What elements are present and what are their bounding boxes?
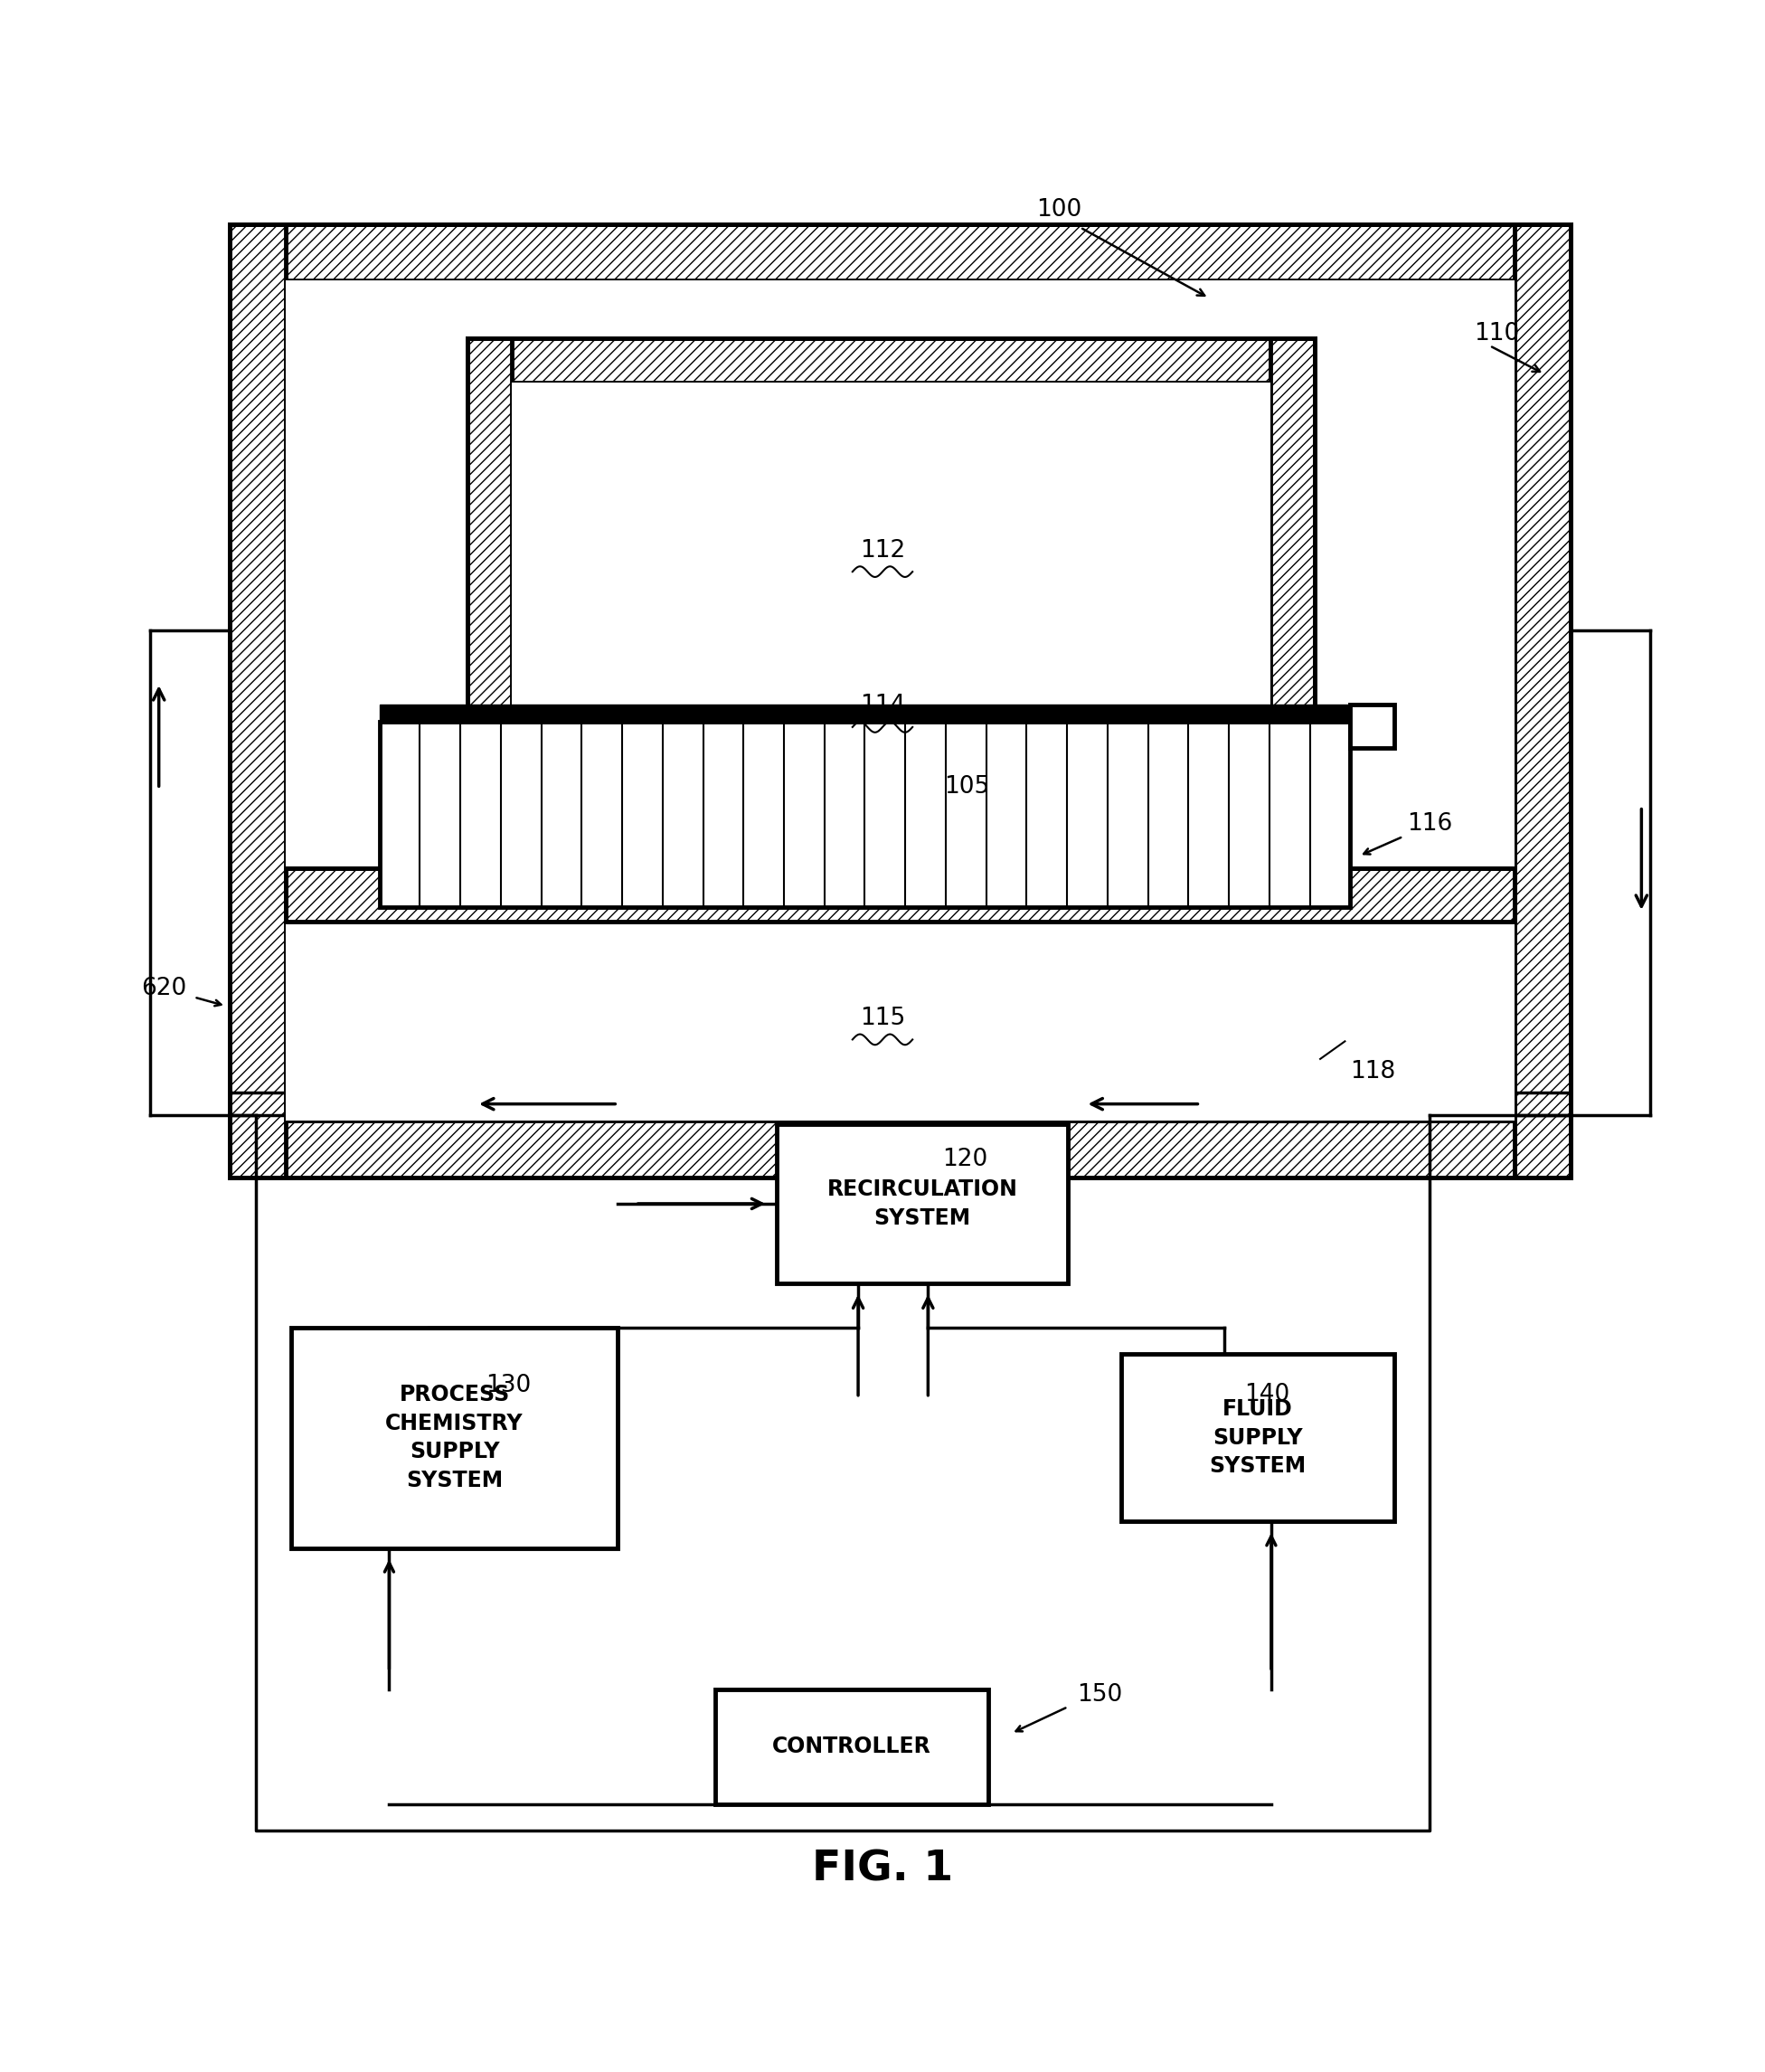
Text: 100: 100 — [1036, 199, 1082, 222]
Bar — [291, 1328, 618, 1548]
Text: 112: 112 — [860, 539, 905, 562]
Bar — [229, 224, 286, 1177]
Bar — [1350, 704, 1394, 748]
Text: FIG. 1: FIG. 1 — [812, 1848, 953, 1890]
Text: CONTROLLER: CONTROLLER — [771, 1736, 932, 1757]
Bar — [1514, 224, 1571, 1177]
Bar — [468, 338, 1315, 383]
Bar — [777, 1125, 1068, 1283]
Bar — [286, 868, 1514, 922]
Bar — [229, 224, 1571, 280]
Bar — [286, 280, 1514, 1121]
Text: 116: 116 — [1407, 812, 1453, 835]
Bar — [229, 224, 1571, 1177]
Text: 118: 118 — [1350, 1059, 1396, 1084]
Bar — [468, 338, 512, 709]
Bar — [512, 383, 1271, 709]
Text: 130: 130 — [485, 1374, 531, 1397]
Text: 105: 105 — [944, 775, 990, 800]
Bar — [1121, 1353, 1394, 1521]
Bar — [229, 1121, 1571, 1177]
Text: FLUID
SUPPLY
SYSTEM: FLUID SUPPLY SYSTEM — [1209, 1399, 1306, 1477]
Text: 120: 120 — [943, 1148, 988, 1171]
Text: 110: 110 — [1474, 321, 1520, 346]
Text: RECIRCULATION
SYSTEM: RECIRCULATION SYSTEM — [826, 1179, 1018, 1229]
Bar — [715, 1689, 988, 1805]
Bar — [286, 868, 1514, 922]
Text: 115: 115 — [860, 1007, 905, 1030]
Bar — [1271, 338, 1315, 709]
Text: 140: 140 — [1244, 1382, 1290, 1407]
Text: 620: 620 — [141, 976, 187, 1001]
Bar — [468, 338, 1315, 709]
Bar — [379, 704, 1350, 721]
Text: PROCESS
CHEMISTRY
SUPPLY
SYSTEM: PROCESS CHEMISTRY SUPPLY SYSTEM — [385, 1384, 524, 1492]
Text: 150: 150 — [1077, 1682, 1123, 1705]
Bar — [468, 338, 1315, 709]
Bar — [229, 224, 1571, 1177]
Bar — [379, 721, 1350, 908]
Text: 114: 114 — [860, 694, 905, 717]
